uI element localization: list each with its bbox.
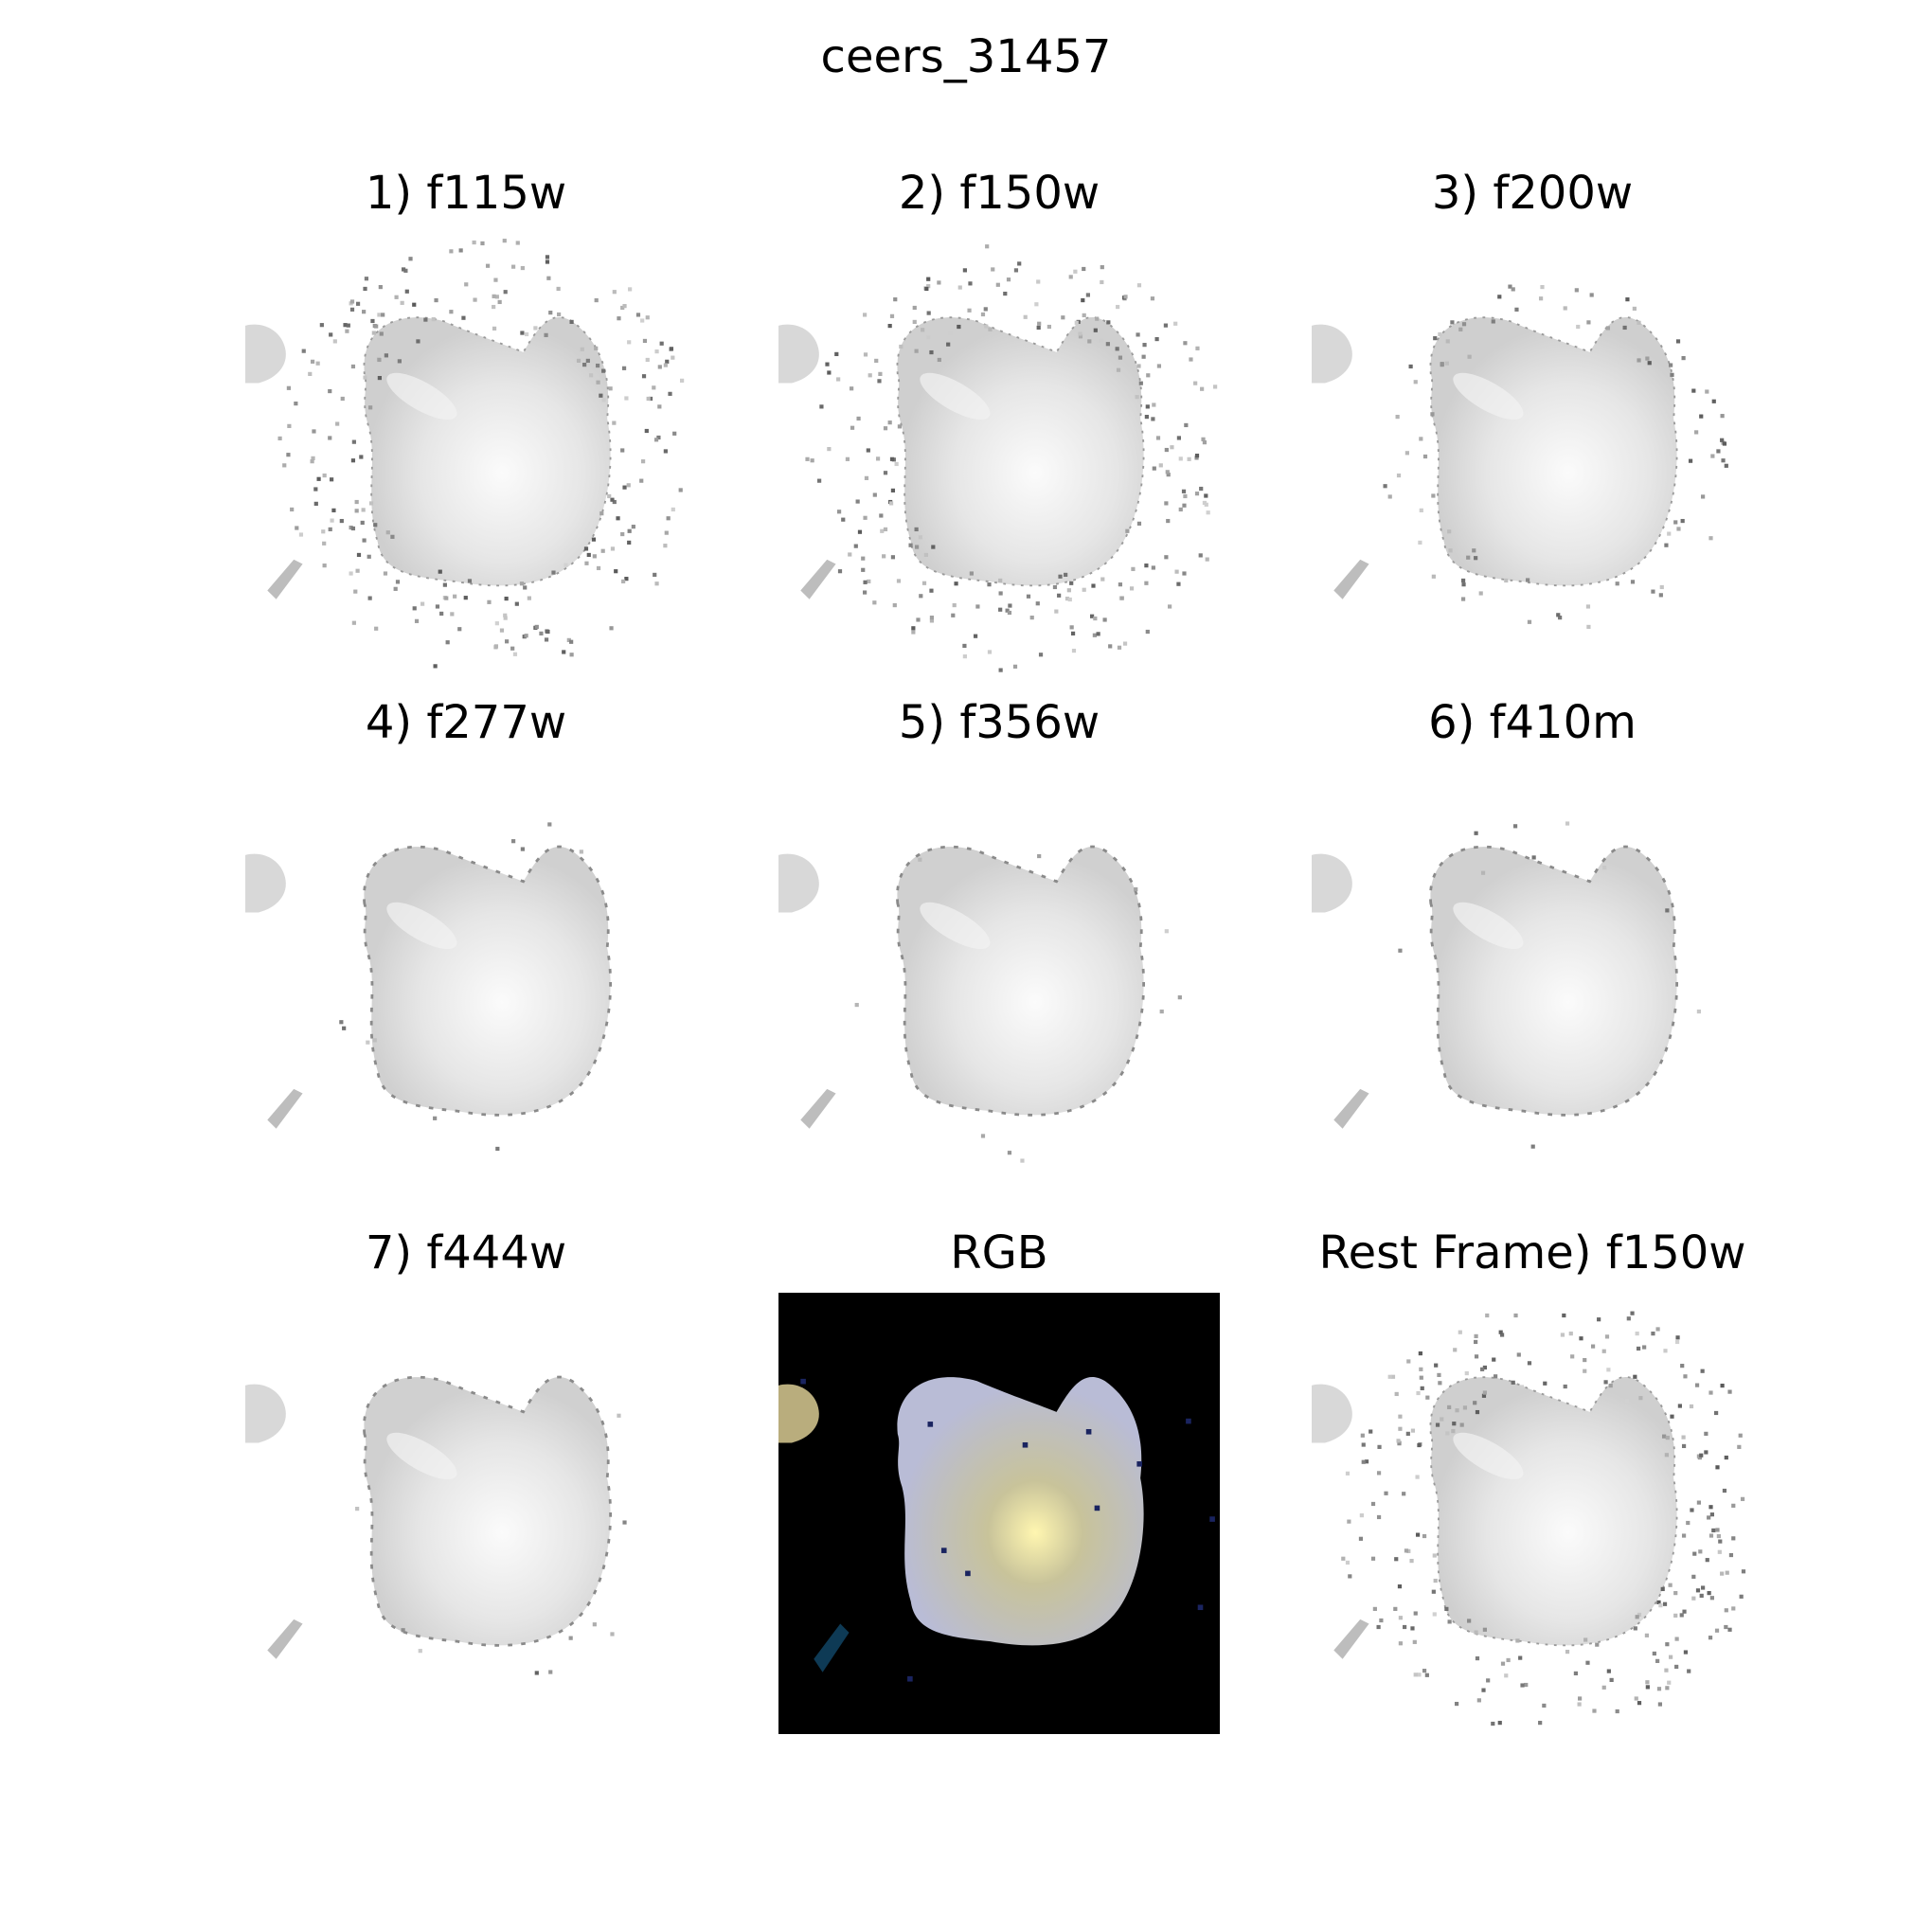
panel-title-rest-frame-f150w: Rest Frame) f150w (1318, 1226, 1746, 1279)
panel-title-f410m: 6) f410m (1428, 696, 1637, 749)
panel-title-rgb: RGB (950, 1226, 1048, 1279)
panel-f115w-image (245, 233, 687, 674)
panel-f200w-image (1312, 233, 1753, 674)
panel-f356w-image (778, 762, 1220, 1204)
panel-title-f150w: 2) f150w (898, 167, 1100, 220)
panel-title-f444w: 7) f444w (365, 1226, 567, 1279)
panel-title-f200w: 3) f200w (1431, 167, 1634, 220)
panel-title-f277w: 4) f277w (365, 696, 567, 749)
panel-f444w-image (245, 1293, 687, 1734)
panel-rest-frame-f150w-image (1312, 1293, 1753, 1734)
panel-f277w-image (245, 762, 687, 1204)
panel-f410m-image (1312, 762, 1753, 1204)
panel-title-f356w: 5) f356w (898, 696, 1100, 749)
panel-f150w-image (778, 233, 1220, 674)
figure-title: ceers_31457 (820, 30, 1112, 83)
panel-title-f115w: 1) f115w (365, 167, 567, 220)
panel-rgb-image (778, 1293, 1220, 1734)
